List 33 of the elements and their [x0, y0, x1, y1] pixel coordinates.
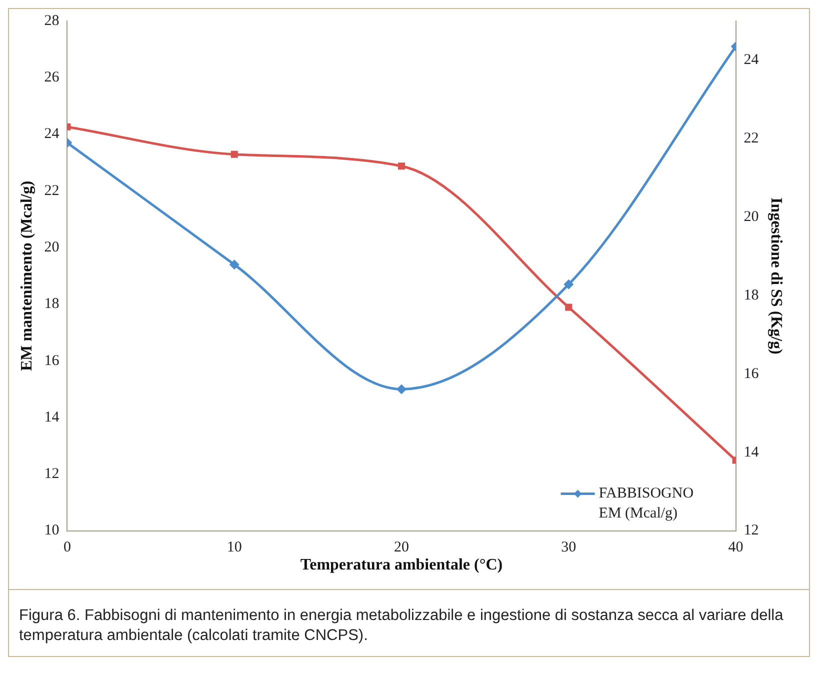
x-tick-label: 20	[394, 540, 409, 556]
y2-tick-label: 12	[744, 522, 759, 539]
x-tick-label: 30	[561, 540, 576, 556]
point	[398, 162, 406, 170]
y2-tick-label: 22	[744, 130, 759, 147]
y-tick-label: 22	[44, 182, 60, 199]
y-tick-label: 20	[44, 240, 60, 256]
legend-label: FABBISOGNO EM (Mcal/g)	[598, 486, 694, 522]
x-tick-label: 10	[226, 540, 242, 556]
y-tick-label: 16	[44, 352, 60, 369]
y-tick-label: 28	[44, 12, 60, 29]
y2-tick-label: 24	[744, 52, 760, 68]
y-tick-label: 14	[44, 409, 60, 426]
point	[565, 304, 572, 311]
y2-tick-label: 14	[744, 444, 760, 460]
text: Figura 6. Fabbisogni di mantenimento in energia metabolizzabile e ingestione di sostanza secca al variare della temperatura ambientale (calcolati tramite CNCPS).	[19, 606, 784, 646]
x-tick-label: 40	[728, 540, 744, 556]
y-tick-label: 26	[44, 70, 60, 86]
y-tick-label: 12	[44, 466, 60, 482]
y2-tick-label: 16	[744, 366, 760, 382]
point	[229, 260, 240, 270]
x-axis-title: Temperatura ambientale (°C)	[300, 556, 503, 574]
y2-tick-label: 18	[744, 287, 759, 304]
point	[564, 279, 574, 290]
y2-axis-title: Ingestione di SS (Kg/g)	[767, 197, 784, 354]
point	[396, 384, 406, 394]
point	[230, 150, 238, 158]
y2-tick-label: 20	[744, 209, 759, 226]
y-axis-title: EM mantenimento (Mcal/g)	[18, 180, 36, 371]
x-tick-label: 0	[63, 540, 71, 556]
y-tick-label: 18	[44, 296, 60, 312]
y-tick-label: 24	[44, 126, 60, 142]
y-tick-label: 10	[44, 522, 60, 539]
